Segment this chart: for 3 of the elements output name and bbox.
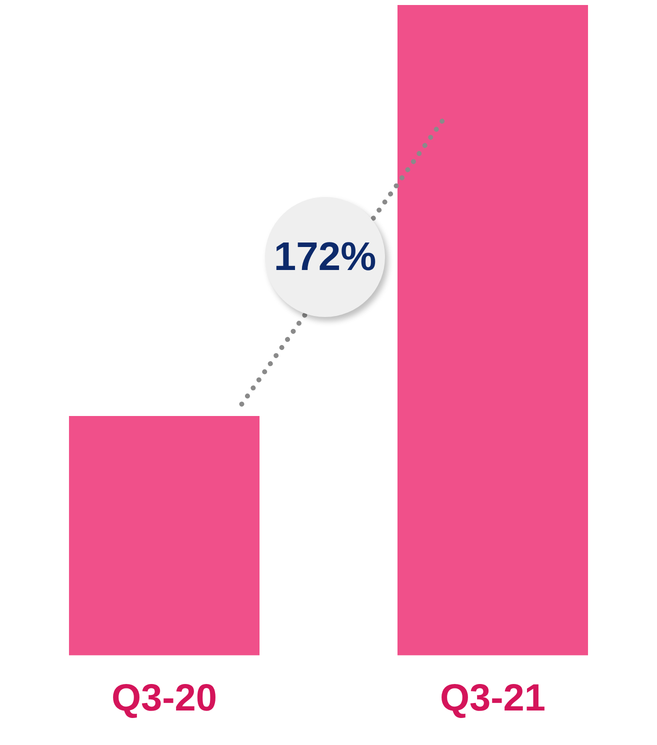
x-tick-label: Q3-21 <box>440 678 546 720</box>
x-tick-label: Q3-20 <box>111 678 218 720</box>
annotation: 172% <box>274 234 376 280</box>
